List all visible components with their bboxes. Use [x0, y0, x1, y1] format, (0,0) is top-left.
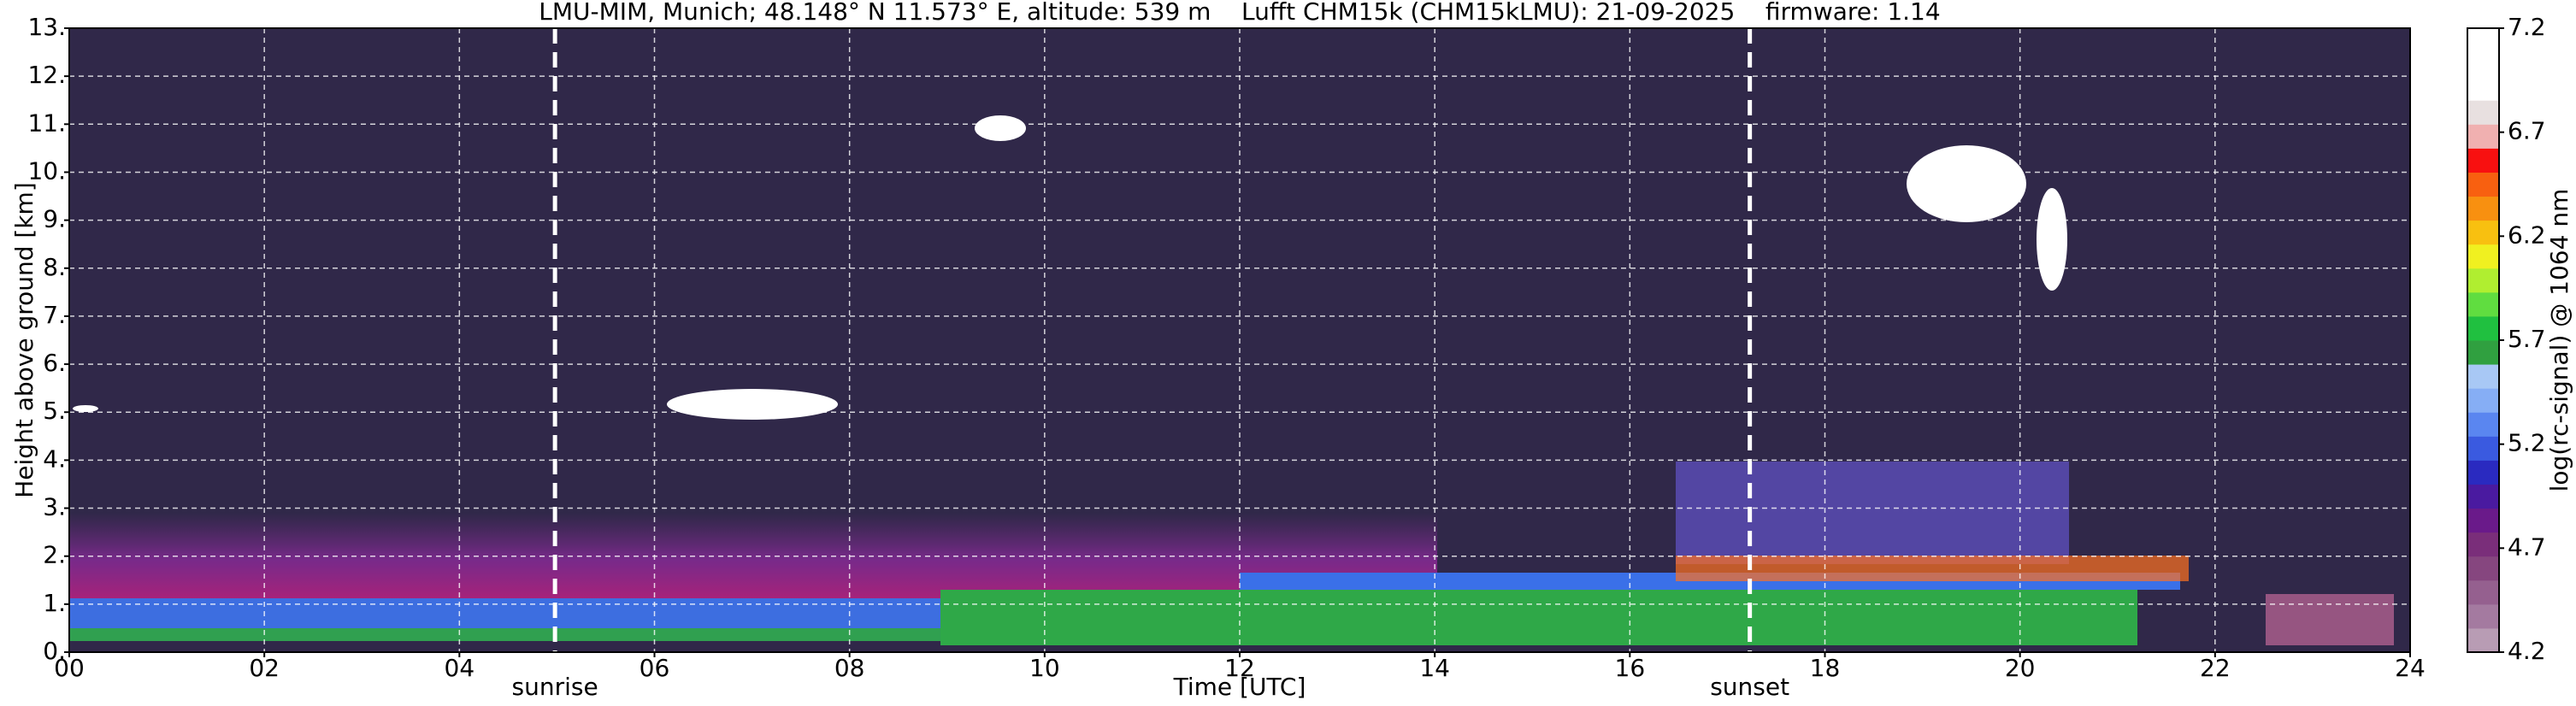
colorbar-tick-label: 6.7	[2508, 117, 2546, 145]
colorbar-segment	[2467, 580, 2499, 605]
x-tick-label: 10	[1029, 654, 1060, 682]
signal-feature	[1676, 462, 2069, 564]
y-axis-label: Height above ground [km]	[10, 182, 38, 498]
colorbar-segment	[2467, 508, 2499, 533]
x-tick-label: 00	[54, 654, 85, 682]
colorbar-segment	[2467, 315, 2499, 341]
y-tick-label: 4.	[43, 444, 66, 473]
y-tick-label: 1.	[43, 589, 66, 617]
chart-title: LMU-MIM, Munich; 48.148° N 11.573° E, al…	[539, 0, 1940, 26]
y-tick-label: 0.	[43, 637, 66, 665]
colorbar-segment	[2467, 100, 2499, 125]
y-tick-label: 2.	[43, 541, 66, 569]
x-tick-label: 02	[249, 654, 280, 682]
colorbar-segment	[2467, 76, 2499, 101]
colorbar-segment	[2467, 124, 2499, 149]
colorbar-tick-label: 4.2	[2508, 637, 2546, 665]
colorbar-segment	[2467, 436, 2499, 461]
y-tick-label: 13.	[27, 13, 66, 41]
y-tick-label: 10.	[27, 156, 66, 185]
x-tick-label: 18	[1810, 654, 1841, 682]
x-tick-label: 20	[2005, 654, 2036, 682]
colorbar-segment	[2467, 244, 2499, 269]
colorbar-segment	[2467, 603, 2499, 629]
colorbar-segment	[2467, 268, 2499, 293]
colorbar-segment	[2467, 484, 2499, 509]
colorbar-segment	[2467, 532, 2499, 557]
annotation-label: sunset	[1710, 673, 1789, 701]
annotation-label: sunrise	[512, 673, 598, 701]
x-tick-label: 22	[2200, 654, 2231, 682]
colorbar-segment	[2467, 196, 2499, 221]
colorbar-segment	[2467, 291, 2499, 317]
colorbar-segment	[2467, 627, 2499, 653]
signal-feature	[667, 389, 838, 420]
colorbar-segment	[2467, 556, 2499, 581]
y-tick-label: 6.	[43, 349, 66, 377]
colorbar-segment	[2467, 340, 2499, 365]
colorbar-segment	[2467, 52, 2499, 77]
x-tick-label: 12	[1224, 654, 1255, 682]
colorbar-tick-label: 5.2	[2508, 429, 2546, 457]
y-tick-label: 7.	[43, 301, 66, 329]
colorbar-segment	[2467, 220, 2499, 245]
plot-frame	[68, 27, 2411, 653]
x-tick-label: 08	[834, 654, 865, 682]
colorbar-segment	[2467, 28, 2499, 53]
signal-feature	[2037, 188, 2067, 291]
y-tick-label: 9.	[43, 205, 66, 233]
signal-feature	[975, 115, 1026, 141]
colorbar-tick-label: 5.7	[2508, 325, 2546, 353]
signal-feature	[1676, 556, 2189, 581]
y-tick-label: 3.	[43, 493, 66, 521]
y-tick-label: 5.	[43, 397, 66, 425]
signal-feature	[73, 405, 98, 412]
colorbar-segment	[2467, 460, 2499, 485]
colorbar-tick-label: 6.2	[2508, 221, 2546, 249]
y-tick-label: 11.	[27, 109, 66, 137]
x-tick-label: 04	[445, 654, 475, 682]
signal-feature	[940, 590, 2137, 645]
colorbar-tick-label: 4.7	[2508, 532, 2546, 561]
x-tick-label: 14	[1419, 654, 1450, 682]
signal-feature	[2266, 594, 2394, 645]
x-tick-label: 24	[2395, 654, 2426, 682]
colorbar-tick-label: 7.2	[2508, 13, 2546, 41]
colorbar-segment	[2467, 172, 2499, 197]
y-tick-label: 12.	[27, 61, 66, 89]
colorbar-label: log(rc-signal) @ 1064 nm	[2545, 189, 2573, 492]
signal-feature	[1907, 145, 2026, 222]
x-axis-label: Time [UTC]	[1173, 673, 1306, 701]
colorbar-segment	[2467, 388, 2499, 413]
x-tick-label: 06	[640, 654, 670, 682]
y-tick-label: 8.	[43, 253, 66, 281]
colorbar-segment	[2467, 148, 2499, 173]
x-tick-label: 16	[1615, 654, 1646, 682]
colorbar-segment	[2467, 412, 2499, 437]
colorbar-segment	[2467, 364, 2499, 389]
